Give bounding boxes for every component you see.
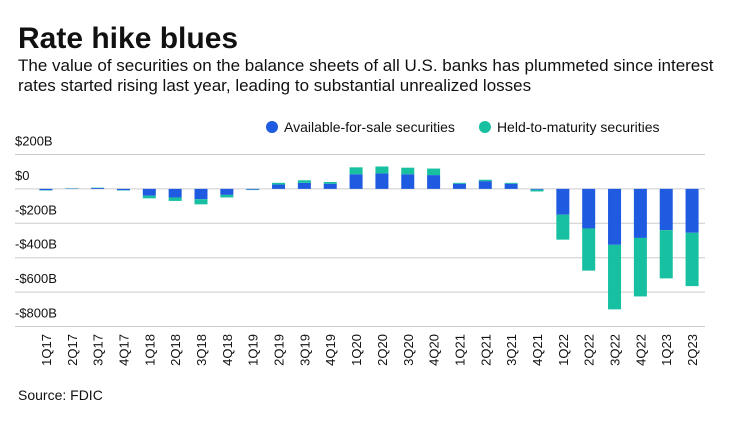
bar (169, 197, 182, 200)
x-tick-label: 4Q21 (530, 334, 545, 366)
x-tick-label: 1Q20 (349, 334, 364, 366)
x-tick-label: 1Q18 (142, 334, 157, 366)
bar (660, 230, 673, 278)
chart-subtitle: The value of securities on the balance s… (18, 56, 733, 96)
bar (608, 189, 621, 245)
x-tick-label: 4Q20 (427, 334, 442, 366)
bar (143, 196, 156, 199)
source: Source: FDIC (18, 387, 103, 403)
bar (117, 189, 130, 190)
bar (272, 183, 285, 185)
y-tick-label: -$800B (15, 306, 57, 321)
x-tick-label: 3Q21 (504, 334, 519, 366)
bar (479, 180, 492, 181)
bar (298, 180, 311, 183)
bar (272, 185, 285, 189)
bar (686, 233, 699, 286)
x-tick-label: 4Q19 (323, 334, 338, 366)
x-tick-label: 2Q17 (65, 334, 80, 366)
bar (350, 167, 363, 174)
y-tick-label: -$200B (15, 202, 57, 217)
bar (39, 189, 52, 190)
bar (195, 199, 208, 204)
bar (350, 174, 363, 189)
y-tick-label: -$400B (15, 237, 57, 252)
x-tick-label: 1Q19 (246, 334, 261, 366)
bar (660, 189, 673, 230)
bar (531, 189, 544, 190)
x-tick-label: 2Q23 (685, 334, 700, 366)
bar (401, 174, 414, 189)
x-tick-label: 2Q22 (582, 334, 597, 366)
x-tick-label: 3Q19 (297, 334, 312, 366)
bar (324, 184, 337, 189)
bar (686, 189, 699, 233)
bar (453, 184, 466, 189)
bar (634, 189, 647, 238)
bar (298, 183, 311, 189)
bar (169, 189, 182, 198)
bar (505, 184, 518, 189)
bar (427, 175, 440, 189)
bar (634, 238, 647, 297)
bar (531, 190, 544, 192)
bar (582, 228, 595, 270)
x-tick-label: 1Q21 (452, 334, 467, 366)
x-tick-label: 2Q19 (272, 334, 287, 366)
bar (91, 188, 104, 189)
chart-title: Rate hike blues (18, 22, 238, 55)
legend-swatch (266, 121, 278, 133)
bar (220, 189, 233, 195)
x-tick-label: 1Q22 (556, 334, 571, 366)
x-tick-label: 3Q17 (91, 334, 106, 366)
x-tick-label: 1Q17 (39, 334, 54, 366)
bar (556, 215, 569, 240)
bar (582, 189, 595, 229)
x-tick-label: 4Q17 (116, 334, 131, 366)
legend-label: Available-for-sale securities (284, 119, 455, 135)
x-tick-label: 2Q18 (168, 334, 183, 366)
bar (324, 182, 337, 184)
bar (479, 181, 492, 189)
bar (427, 169, 440, 176)
bar (608, 245, 621, 310)
x-tick-label: 1Q23 (659, 334, 674, 366)
x-tick-label: 4Q22 (633, 334, 648, 366)
bar (195, 189, 208, 199)
bar (143, 189, 156, 196)
x-tick-label: 3Q18 (194, 334, 209, 366)
x-tick-label: 4Q18 (220, 334, 235, 366)
legend-swatch (479, 121, 491, 133)
bar (505, 183, 518, 184)
y-tick-label: -$600B (15, 271, 57, 286)
y-tick-label: $200B (15, 133, 53, 148)
x-tick-label: 3Q20 (401, 334, 416, 366)
x-tick-label: 2Q20 (375, 334, 390, 366)
x-tick-label: 3Q22 (608, 334, 623, 366)
bar (375, 173, 388, 188)
x-tick-label: 2Q21 (478, 334, 493, 366)
bar (401, 168, 414, 175)
bar (556, 189, 569, 215)
y-tick-label: $0 (15, 168, 29, 183)
bar (246, 189, 259, 190)
bar (375, 166, 388, 173)
subtitle-box: The value of securities on the balance s… (18, 56, 733, 104)
bar (220, 195, 233, 198)
bar (453, 183, 466, 184)
legend-label: Held-to-maturity securities (497, 119, 660, 135)
